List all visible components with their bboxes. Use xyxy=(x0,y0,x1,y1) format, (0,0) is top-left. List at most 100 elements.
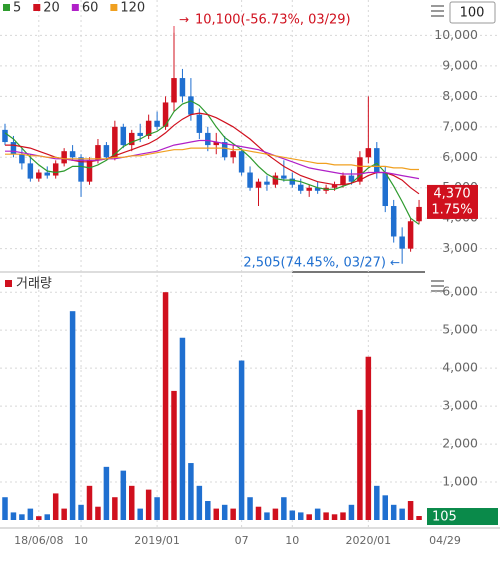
legend-label: 120 xyxy=(120,1,145,16)
volume-bar xyxy=(399,508,405,520)
current-volume: 105 xyxy=(432,510,457,525)
volume-bar xyxy=(10,512,17,520)
volume-bar xyxy=(2,497,8,520)
y-tick-label: 6,000 xyxy=(442,284,478,299)
candle-body xyxy=(162,102,169,127)
y-tick-label: 8,000 xyxy=(442,88,478,103)
candle-body xyxy=(306,187,312,191)
candle-body xyxy=(69,151,76,158)
candle-body xyxy=(348,175,355,182)
volume-bar xyxy=(374,485,380,520)
candle-body xyxy=(416,206,422,222)
period-box[interactable] xyxy=(449,1,496,24)
low-annotation: 2,505(74.45%, 03/27) xyxy=(243,256,386,271)
moving-average xyxy=(5,139,420,180)
candle-body xyxy=(86,160,93,182)
candle-body xyxy=(145,120,152,136)
x-tick-label: 07 xyxy=(235,534,249,547)
volume-bar xyxy=(230,508,236,520)
candle-body xyxy=(264,181,270,185)
candle-body xyxy=(407,221,414,249)
period-count[interactable]: 100 xyxy=(460,6,485,21)
y-tick-label: 1,000 xyxy=(442,474,478,489)
candle-body xyxy=(19,154,25,164)
volume-bar xyxy=(298,512,304,520)
volume-bar xyxy=(272,508,279,520)
high-annotation: 10,100(-56.73%, 03/29) xyxy=(195,13,351,28)
legend-label: 5 xyxy=(13,1,21,16)
candle-body xyxy=(221,142,228,158)
candle-body xyxy=(205,132,211,146)
menu-icon[interactable] xyxy=(431,5,444,17)
volume-bar xyxy=(289,510,296,520)
candle-body xyxy=(281,175,287,179)
candle-body xyxy=(382,172,388,207)
y-tick-label: 4,000 xyxy=(442,360,478,375)
volume-bar xyxy=(36,516,42,520)
volume-bar xyxy=(306,514,312,520)
volume-bar xyxy=(188,463,194,520)
volume-bar xyxy=(390,504,397,520)
high-arrow: → xyxy=(179,13,189,27)
volume-bar xyxy=(348,504,355,520)
menu-icon[interactable] xyxy=(431,280,444,292)
legend-swatch xyxy=(33,4,41,11)
y-tick-label: 3,000 xyxy=(442,398,478,413)
volume-bar xyxy=(112,497,118,520)
candle-body xyxy=(2,129,8,143)
candle-body xyxy=(247,172,253,188)
x-tick-label: 2019/01 xyxy=(134,534,180,547)
candle-body xyxy=(365,148,372,158)
volume-bar xyxy=(129,485,135,520)
candle-body xyxy=(129,132,135,146)
candle-body xyxy=(399,236,405,249)
price-change: 1.75% xyxy=(431,202,472,217)
volume-bar xyxy=(154,497,160,520)
x-tick-label: 2020/01 xyxy=(345,534,391,547)
volume-bar xyxy=(213,508,219,520)
x-tick-label: 10 xyxy=(74,534,88,547)
current-price: 4,370 xyxy=(433,186,470,201)
candle-body xyxy=(171,78,177,103)
candle-body xyxy=(120,126,127,146)
candle-body xyxy=(36,172,42,179)
candle-body xyxy=(357,157,363,182)
candle-body xyxy=(289,178,296,185)
volume-bar xyxy=(137,508,143,520)
volume-bar xyxy=(179,337,186,520)
volume-bar xyxy=(44,514,50,520)
legend-label: 20 xyxy=(43,1,60,16)
candle-body xyxy=(298,184,304,191)
volume-bar xyxy=(78,504,84,520)
x-tick-label: 04/29 xyxy=(429,534,461,547)
candle-body xyxy=(331,184,338,188)
candle-body xyxy=(95,145,101,161)
candle-body xyxy=(255,181,262,188)
legend-swatch xyxy=(71,4,79,11)
legend-swatch xyxy=(3,4,10,11)
volume-bar xyxy=(221,504,228,520)
candle-body xyxy=(78,157,84,182)
volume-bar xyxy=(19,514,25,520)
volume-bar xyxy=(264,512,270,520)
volume-bar xyxy=(120,470,127,520)
volume-bar xyxy=(407,501,414,520)
volume-bar xyxy=(416,516,422,520)
volume-title: 거래량 xyxy=(16,277,52,292)
candle-body xyxy=(188,96,194,115)
candle-body xyxy=(390,206,397,237)
low-arrow: ← xyxy=(390,256,400,270)
candle-body xyxy=(230,151,236,158)
x-tick-label: 10 xyxy=(285,534,299,547)
volume-bar xyxy=(162,292,169,520)
candle-body xyxy=(52,163,59,176)
volume-bar xyxy=(196,485,203,520)
volume-bar xyxy=(314,508,321,520)
volume-bar xyxy=(340,512,346,520)
y-tick-label: 5,000 xyxy=(442,322,478,337)
candle-body xyxy=(27,163,34,179)
y-tick-label: 6,000 xyxy=(442,149,478,164)
x-tick-label: 18/06/08 xyxy=(14,534,63,547)
volume-bar xyxy=(95,506,101,520)
